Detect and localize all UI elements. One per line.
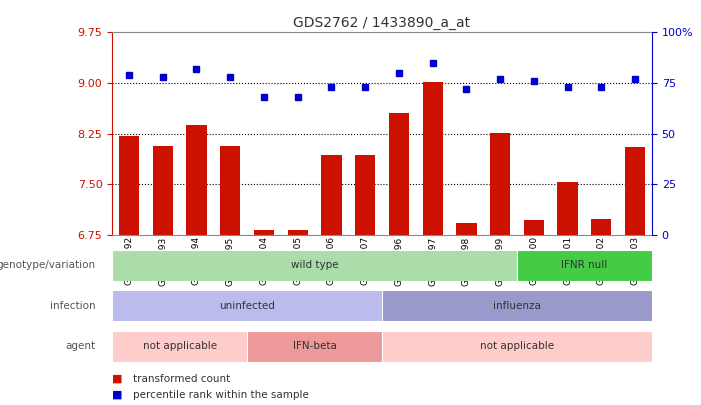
Bar bbox=[625, 147, 645, 235]
Bar bbox=[355, 155, 375, 235]
Bar bbox=[153, 146, 173, 235]
Bar bbox=[112, 250, 517, 281]
Text: influenza: influenza bbox=[493, 301, 541, 311]
Bar bbox=[254, 230, 274, 235]
Bar bbox=[287, 230, 308, 235]
Text: transformed count: transformed count bbox=[133, 374, 231, 384]
Text: infection: infection bbox=[50, 301, 95, 311]
Bar bbox=[382, 290, 652, 321]
Bar bbox=[557, 182, 578, 235]
Bar bbox=[112, 290, 382, 321]
Title: GDS2762 / 1433890_a_at: GDS2762 / 1433890_a_at bbox=[294, 16, 470, 30]
Text: ■: ■ bbox=[112, 374, 123, 384]
Text: genotype/variation: genotype/variation bbox=[0, 260, 95, 270]
Text: agent: agent bbox=[65, 341, 95, 351]
Text: not applicable: not applicable bbox=[480, 341, 554, 351]
Bar bbox=[186, 125, 207, 235]
Bar bbox=[382, 331, 652, 362]
Bar bbox=[524, 220, 544, 235]
Text: wild type: wild type bbox=[291, 260, 339, 270]
Bar bbox=[321, 155, 341, 235]
Text: IFNR null: IFNR null bbox=[562, 260, 608, 270]
Bar bbox=[220, 146, 240, 235]
Text: ■: ■ bbox=[112, 390, 123, 400]
Bar bbox=[247, 331, 382, 362]
Bar bbox=[389, 113, 409, 235]
Bar bbox=[490, 133, 510, 235]
Bar bbox=[112, 331, 247, 362]
Text: not applicable: not applicable bbox=[142, 341, 217, 351]
Bar bbox=[517, 250, 652, 281]
Bar bbox=[423, 82, 443, 235]
Bar bbox=[119, 136, 139, 235]
Text: uninfected: uninfected bbox=[219, 301, 275, 311]
Text: IFN-beta: IFN-beta bbox=[292, 341, 336, 351]
Bar bbox=[456, 224, 477, 235]
Text: percentile rank within the sample: percentile rank within the sample bbox=[133, 390, 309, 400]
Bar bbox=[591, 220, 611, 235]
